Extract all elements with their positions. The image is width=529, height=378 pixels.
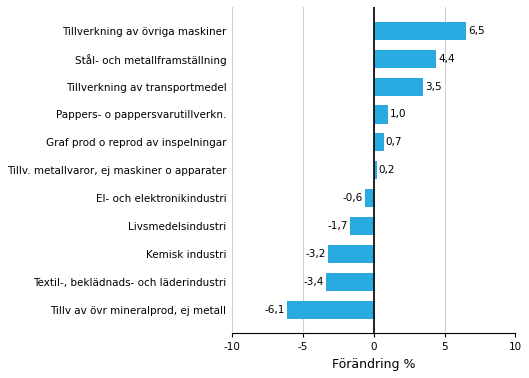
Text: 0,7: 0,7 [386,137,402,147]
Text: -0,6: -0,6 [343,193,363,203]
Bar [325,273,374,291]
Text: -3,4: -3,4 [303,277,323,287]
Text: 1,0: 1,0 [390,110,407,119]
Bar [374,133,384,152]
Bar [374,22,466,40]
Bar [350,217,374,235]
Bar [365,189,374,207]
Bar [374,105,388,124]
Text: 6,5: 6,5 [468,26,485,36]
Text: -6,1: -6,1 [265,305,285,314]
Bar [329,245,374,263]
Bar [374,77,423,96]
Text: 4,4: 4,4 [438,54,455,64]
X-axis label: Förändring %: Förändring % [332,358,415,371]
Bar [374,161,377,179]
Text: -3,2: -3,2 [306,249,326,259]
Text: 0,2: 0,2 [379,165,395,175]
Bar [287,301,374,319]
Text: -1,7: -1,7 [327,221,348,231]
Bar [374,50,436,68]
Text: 3,5: 3,5 [425,82,442,91]
